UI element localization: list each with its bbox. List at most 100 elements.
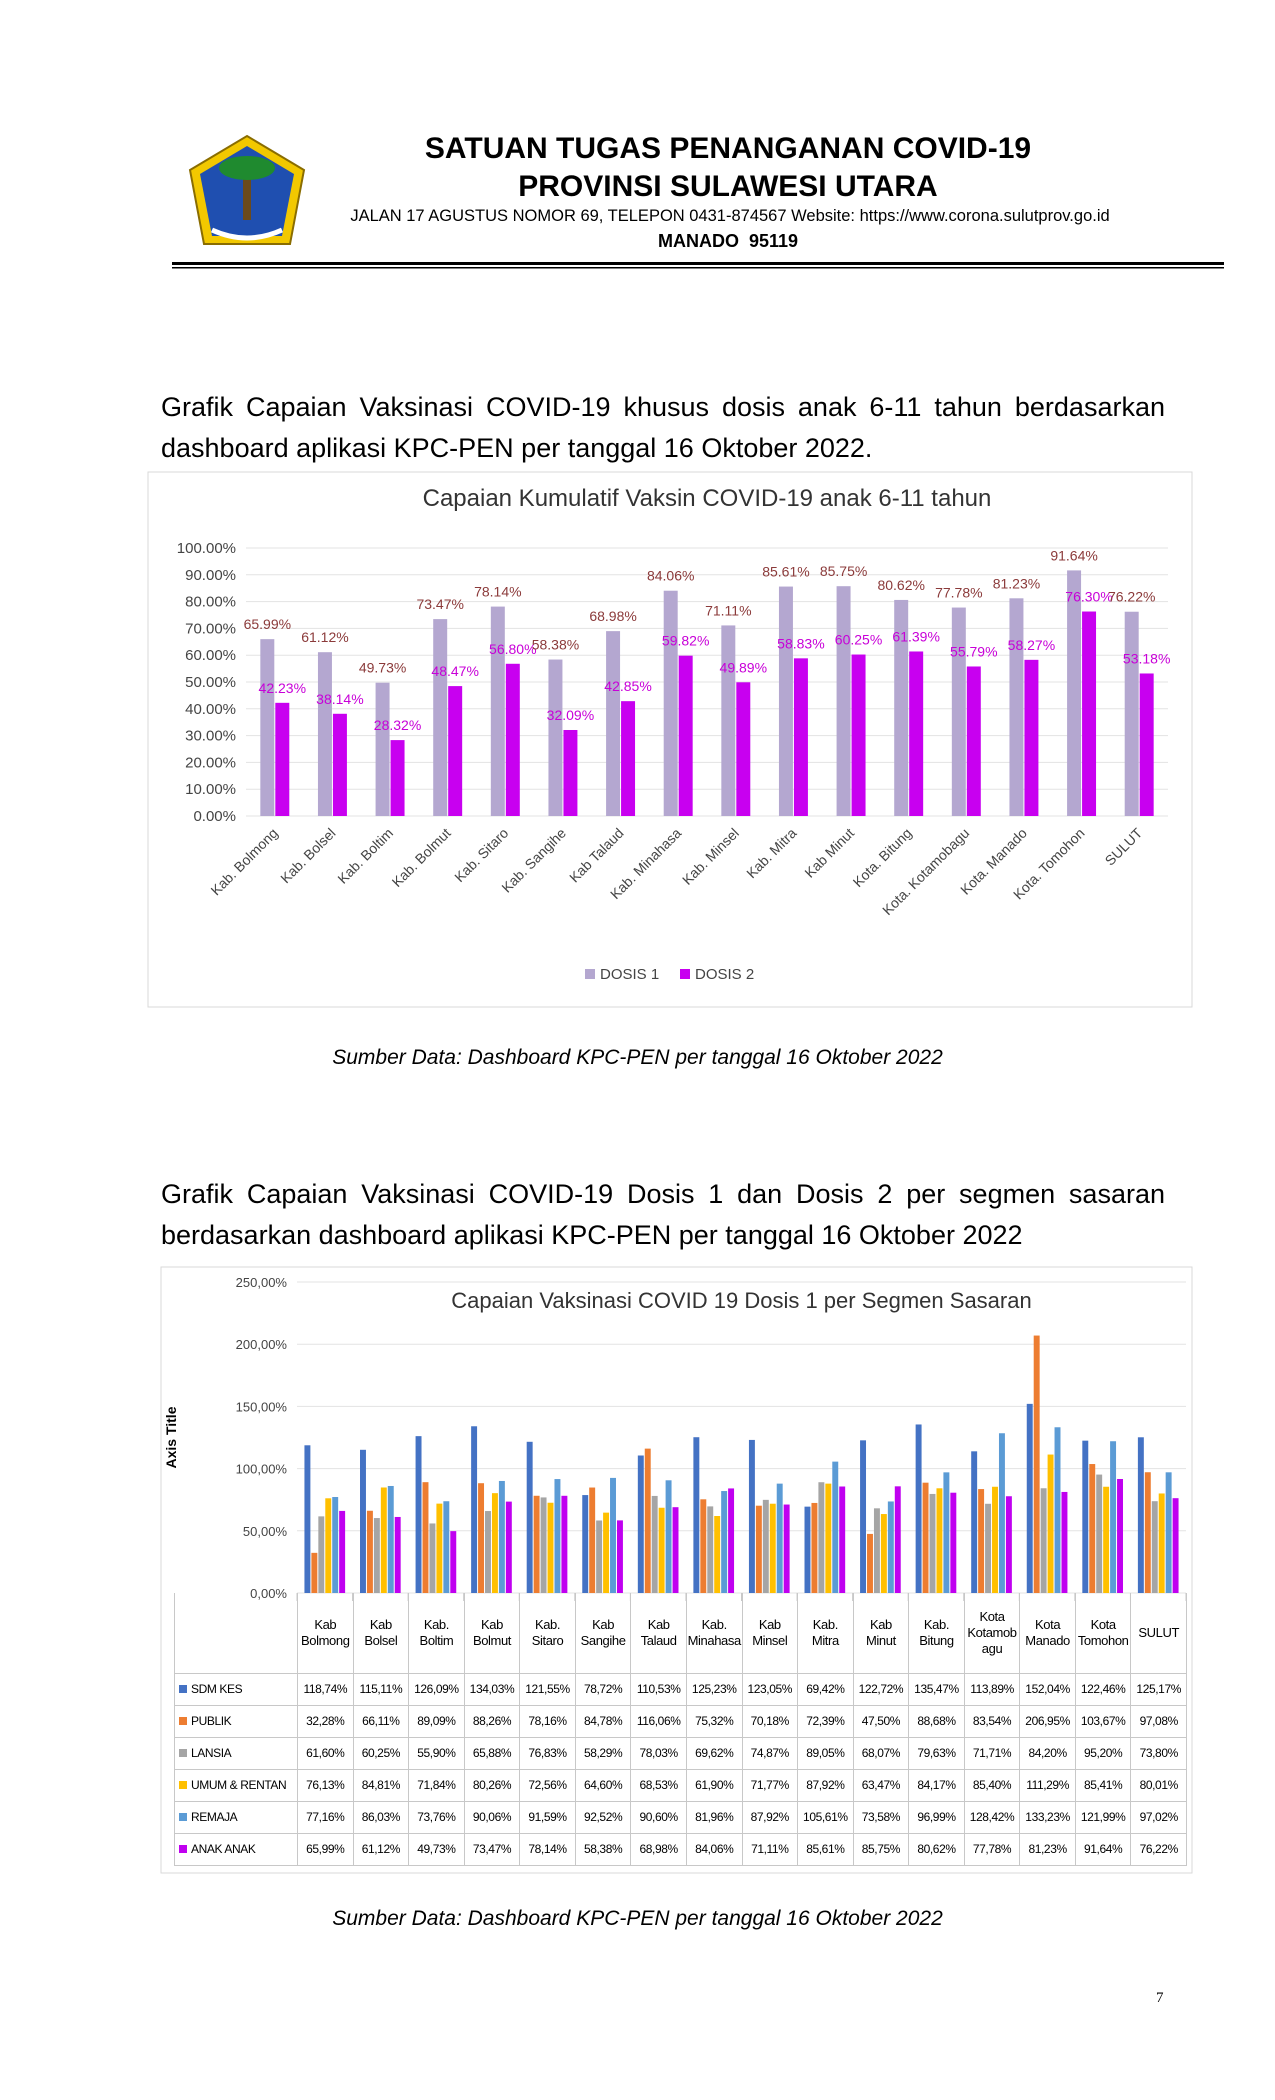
bar <box>769 1503 776 1593</box>
bar <box>929 1493 936 1593</box>
table-cell: 47,50% <box>852 1704 910 1738</box>
legend-swatch <box>179 1845 187 1853</box>
table-cell: 80,26% <box>463 1768 521 1802</box>
data-label: 60.25% <box>835 632 882 648</box>
row-label: REMAJA <box>174 1800 298 1834</box>
data-row: UMUM & RENTAN 76,13% 84,81% 71,84% 80,26% 72,… <box>174 1768 1187 1802</box>
data-row: PUBLIK 32,28% 66,11% 89,09% 88,26% 78,16% 84,7… <box>174 1704 1187 1738</box>
table-cell: 80,01% <box>1130 1768 1187 1802</box>
data-label: 48.47% <box>431 663 478 679</box>
bar <box>554 1479 561 1593</box>
bar <box>415 1436 422 1593</box>
data-label: 71.11% <box>705 602 751 618</box>
category-cell: Kab Bolmong <box>297 1593 354 1674</box>
bar <box>1110 1441 1117 1593</box>
legend-swatch <box>179 1749 187 1757</box>
data-label: 65.99% <box>244 616 291 632</box>
table-cell: 85,41% <box>1074 1768 1132 1802</box>
legend-swatch <box>585 969 595 979</box>
bar <box>318 1516 325 1593</box>
bar <box>778 586 793 816</box>
bar <box>651 1495 658 1593</box>
table-cell: 76,83% <box>519 1736 576 1770</box>
bar <box>721 1491 728 1593</box>
y-tick-label: 50.00% <box>185 674 236 691</box>
table-cell: 152,04% <box>1019 1672 1076 1706</box>
table-cell: 96,99% <box>908 1800 965 1834</box>
row-label: PUBLIK <box>174 1704 298 1738</box>
table-cell: 66,11% <box>352 1704 410 1738</box>
y-tick-label: 90.00% <box>185 567 236 584</box>
bar <box>728 1488 735 1593</box>
data-label: 85.75% <box>820 563 867 579</box>
table-cell: 61,90% <box>685 1768 743 1802</box>
bar <box>1158 1493 1165 1593</box>
bar <box>818 1482 825 1593</box>
table-cell: 75,32% <box>685 1704 743 1738</box>
bar <box>505 663 520 816</box>
bar <box>721 625 736 816</box>
bar <box>851 654 866 816</box>
bar <box>621 701 636 816</box>
legend-label: DOSIS 2 <box>695 966 754 983</box>
rule <box>172 267 1224 269</box>
legend-label: DOSIS 1 <box>600 966 659 983</box>
table-cell: 65,88% <box>463 1736 521 1770</box>
bar <box>943 1472 950 1593</box>
bar <box>867 1533 873 1593</box>
bar <box>1026 1403 1033 1593</box>
y-tick-label: 250,00% <box>236 1275 288 1290</box>
y-tick-label: 40.00% <box>185 701 236 718</box>
bar <box>714 1515 721 1593</box>
bar <box>887 1501 894 1593</box>
bar <box>971 1451 978 1593</box>
bar <box>922 1482 929 1593</box>
bar <box>603 1512 610 1593</box>
bar <box>936 1488 943 1593</box>
data-label: 91.64% <box>1050 547 1097 563</box>
table-cell: 121,99% <box>1074 1800 1132 1834</box>
table-cell: 76,22% <box>1130 1832 1187 1866</box>
bar <box>793 658 808 816</box>
bar <box>1172 1498 1179 1593</box>
category-cell: Kab. Sitaro <box>519 1593 576 1674</box>
data-label: 56.80% <box>489 641 536 657</box>
bar <box>485 1511 491 1593</box>
table-cell: 91,59% <box>519 1800 576 1834</box>
table-cell: 68,98% <box>630 1832 687 1866</box>
category-cell: Kab Talaud <box>630 1593 687 1674</box>
table-cell: 78,14% <box>519 1832 576 1866</box>
bar <box>606 631 621 816</box>
y-tick-label: 60.00% <box>185 647 236 664</box>
table-cell: 122,72% <box>852 1672 910 1706</box>
table-cell: 69,42% <box>797 1672 854 1706</box>
table-cell: 72,39% <box>797 1704 854 1738</box>
category-cell: Kab. Bitung <box>908 1593 965 1674</box>
paragraph: Grafik Capaian Vaksinasi COVID-19 Dosis … <box>161 1179 1165 1250</box>
table-cell: 73,58% <box>852 1800 910 1834</box>
table-cell: 87,92% <box>797 1768 854 1802</box>
bar <box>992 1486 998 1593</box>
table-cell: 111,29% <box>1019 1768 1076 1802</box>
table-cell: 110,53% <box>630 1672 687 1706</box>
table-cell: 65,99% <box>297 1832 354 1866</box>
data-label: 77.78% <box>935 585 982 601</box>
bar <box>762 1499 769 1593</box>
data-label: 76.30% <box>1065 589 1112 605</box>
y-tick-label: 10.00% <box>185 781 236 798</box>
table-cell: 88,68% <box>908 1704 965 1738</box>
table-cell: 116,06% <box>630 1704 687 1738</box>
legend-swatch <box>179 1685 187 1693</box>
table-cell: 71,84% <box>408 1768 465 1802</box>
data-row: REMAJA 77,16% 86,03% 73,76% 90,06% 91,59% 92,5… <box>174 1800 1187 1834</box>
table-cell: 55,90% <box>408 1736 465 1770</box>
chart-title: Capaian Vaksinasi COVID 19 Dosis 1 per S… <box>451 1288 1031 1313</box>
bar <box>637 1455 644 1593</box>
bar <box>332 713 347 816</box>
header-address: JALAN 17 AGUSTUS NOMOR 69, TELEPON 0431-… <box>350 207 1110 225</box>
table-cell: 78,72% <box>574 1672 632 1706</box>
legend-label: ANAK ANAK <box>191 1842 256 1856</box>
legend-swatch <box>179 1781 187 1789</box>
y-axis-label: Axis Title <box>163 1406 179 1468</box>
